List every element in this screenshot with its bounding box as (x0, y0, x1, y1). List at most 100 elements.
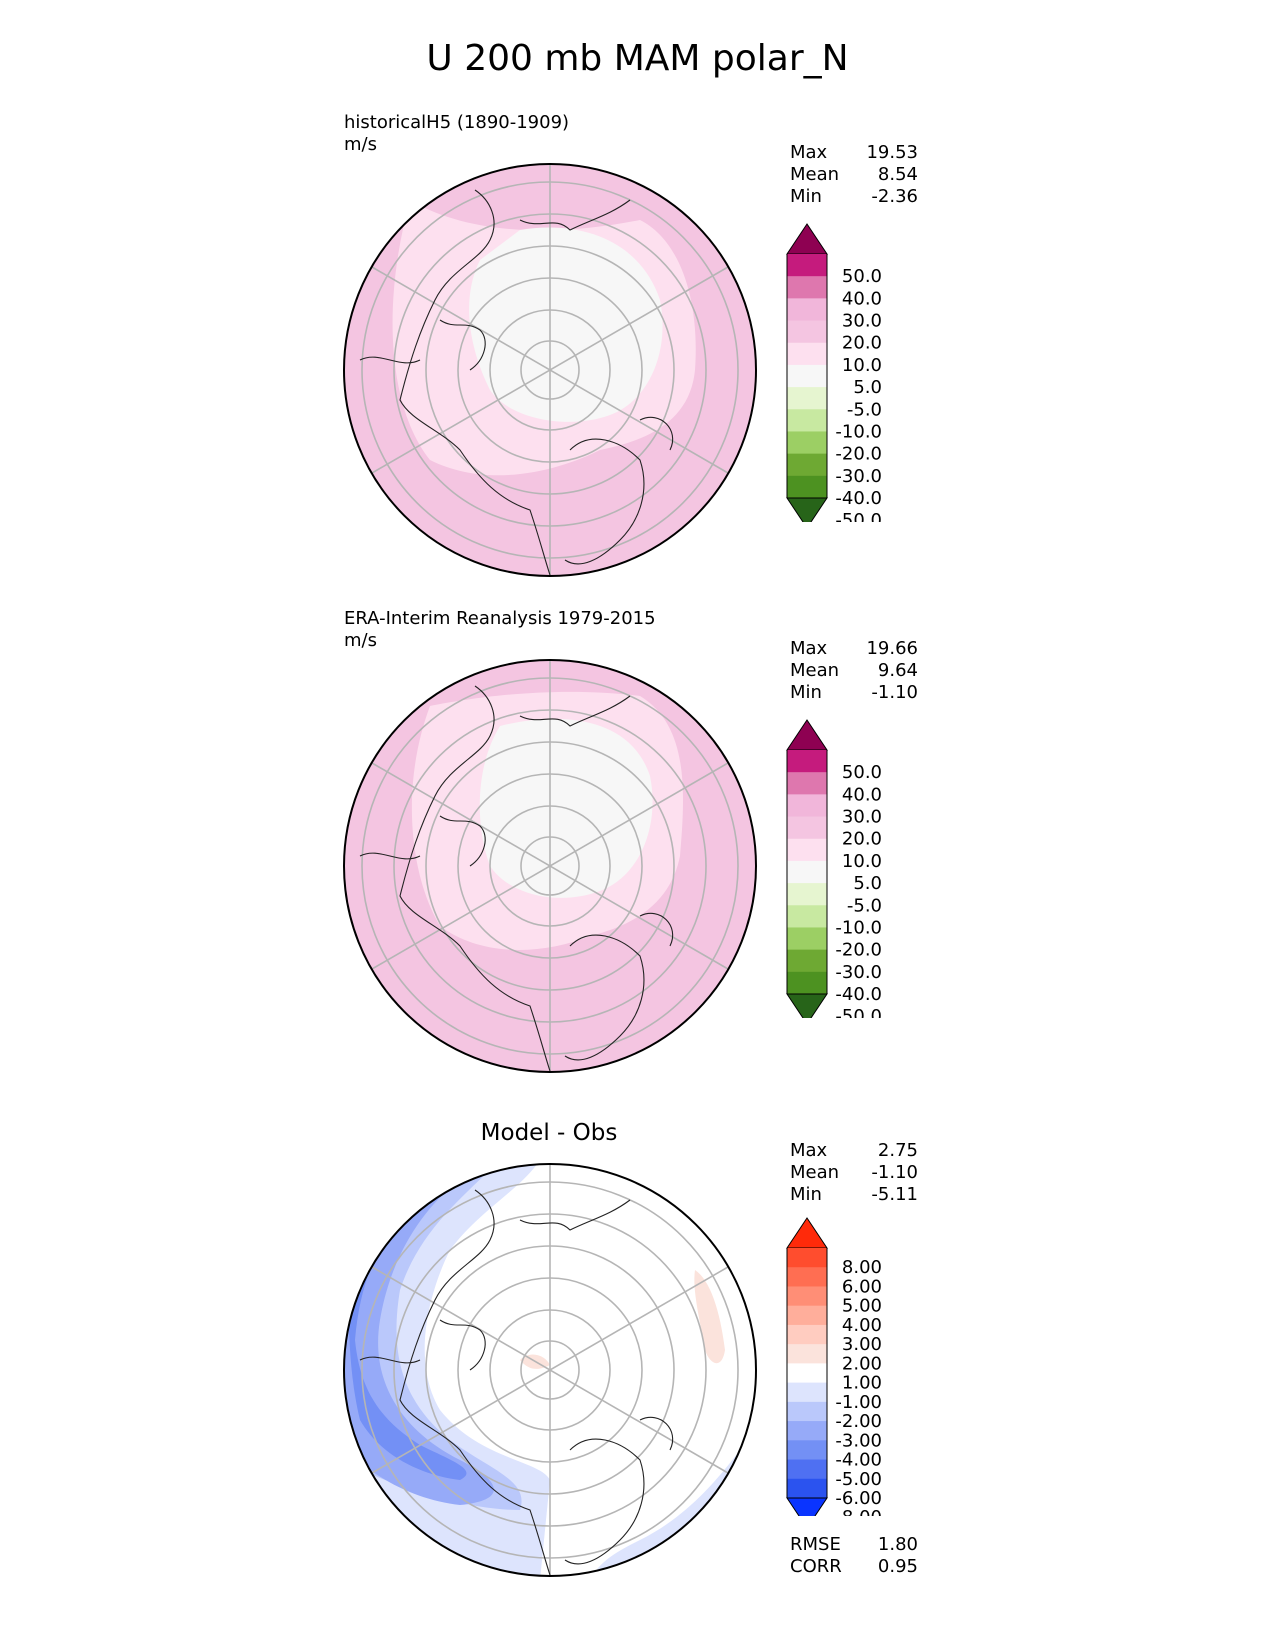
colorbar-swatch (787, 905, 827, 928)
colorbar-tick-label: 5.0 (853, 377, 882, 398)
colorbar-swatch (787, 794, 827, 818)
graticule (361, 660, 739, 1072)
colorbar-swatch (787, 387, 827, 410)
colorbar-swatch (787, 816, 827, 840)
colorbar-tick-label: 2.00 (842, 1353, 882, 1374)
colorbar-swatch (787, 860, 827, 884)
model-panel-title: historicalH5 (1890-1909) (344, 112, 570, 133)
rmse-label: RMSE (790, 1534, 841, 1555)
diff-polar-map (343, 1163, 757, 1577)
colorbar-tick-label: 20.0 (842, 829, 882, 850)
colorbar-tick-label: 1.00 (842, 1373, 882, 1394)
colorbar-swatch (787, 409, 827, 432)
colorbar-swatch (787, 320, 827, 344)
colorbar-tick-label: -30.0 (835, 962, 882, 983)
colorbar-swatch (787, 342, 827, 366)
colorbar-tick-label: -40.0 (835, 984, 882, 1005)
colorbar-swatch (787, 1324, 827, 1345)
obs-panel-title: ERA-Interim Reanalysis 1979-2015 (344, 608, 656, 629)
colorbar-tick-label: 6.00 (842, 1276, 882, 1297)
stat-max-value: 2.75 (877, 1140, 918, 1161)
corr-label: CORR (790, 1556, 842, 1577)
model-polar-map (343, 163, 757, 577)
stat-min-value: -1.10 (871, 682, 918, 703)
colorbar-swatch (787, 1421, 827, 1441)
colorbar-tick-label: -20.0 (835, 444, 882, 465)
colorbar-outline (786, 254, 828, 498)
stat-max-label: Max (790, 1140, 828, 1161)
colorbar-swatch (787, 1478, 827, 1499)
colorbar-swatch (787, 1267, 827, 1287)
colorbar-tick-label: 40.0 (842, 784, 882, 805)
stat-min-value: -2.36 (871, 186, 918, 207)
colorbar-swatch (787, 1382, 827, 1403)
colorbar-tick-label: 30.0 (842, 807, 882, 828)
colorbar-swatch (787, 1344, 827, 1364)
stat-max-label: Max (790, 638, 828, 659)
stat-min-label: Min (790, 1184, 822, 1205)
colorbar-extend-min (786, 497, 828, 522)
obs-stats: Max 19.66 Mean 9.64 Min -1.10 (790, 638, 918, 704)
colorbar-extend-min (786, 993, 828, 1018)
colorbar-extend-max (786, 719, 828, 751)
colorbar-swatch (787, 883, 827, 906)
figure-title: U 200 mb MAM polar_N (426, 38, 849, 79)
model-panel: historicalH5 (1890-1909) m/s Max 19.53 Me… (0, 112, 1275, 612)
colorbar-swatch (787, 276, 827, 299)
colorbar-tick-label: -5.0 (847, 895, 882, 916)
stat-mean-value: -1.10 (871, 1162, 918, 1183)
stat-mean-label: Mean (790, 1162, 840, 1183)
colorbar-extend-min (786, 1497, 828, 1516)
colorbar-swatch (787, 927, 827, 951)
stat-mean-label: Mean (790, 660, 840, 681)
obs-panel-units: m/s (344, 630, 377, 651)
colorbar-tick-label: -5.00 (835, 1469, 882, 1490)
stat-mean-value: 8.54 (877, 164, 918, 185)
colorbar-swatch (787, 838, 827, 862)
colorbar-tick-label: -1.00 (835, 1392, 882, 1413)
colorbar-tick-label: -20.0 (835, 940, 882, 961)
graticule (361, 1164, 739, 1576)
diff-stats: Max 2.75 Mean -1.10 Min -5.11 (790, 1140, 918, 1206)
colorbar-swatch (787, 750, 827, 773)
colorbar-tick-label: -5.0 (847, 399, 882, 420)
colorbar-tick-label: -10.0 (835, 917, 882, 938)
colorbar-tick-label: -3.00 (835, 1430, 882, 1451)
colorbar-tick-label: -30.0 (835, 466, 882, 487)
colorbar-swatch (787, 254, 827, 277)
obs-colorbar: 50.040.030.020.010.05.0-5.0-10.0-20.0-30… (786, 719, 882, 1018)
coastlines (359, 1189, 674, 1576)
colorbar-tick-label: 8.00 (842, 1257, 882, 1278)
colorbar-tick-label: 3.00 (842, 1334, 882, 1355)
colorbar-swatch (787, 475, 827, 499)
map-boundary (343, 163, 757, 577)
colorbar-tick-label: 40.0 (842, 288, 882, 309)
colorbar-tick-label: 5.0 (853, 873, 882, 894)
colorbar-tick-label: 10.0 (842, 355, 882, 376)
colorbar-tick-label: -50.0 (835, 1006, 882, 1018)
stat-mean-label: Mean (790, 164, 840, 185)
map-boundary (343, 1163, 757, 1577)
stat-min-label: Min (790, 682, 822, 703)
stat-min-label: Min (790, 186, 822, 207)
colorbar-tick-label: 50.0 (842, 762, 882, 783)
colorbar-swatch (787, 1305, 827, 1326)
coastlines (359, 685, 674, 1072)
diff-panel: Model - Obs Max 2.75 Mean (0, 1120, 1275, 1620)
stat-min-value: -5.11 (871, 1184, 918, 1205)
colorbar-tick-label: 10.0 (842, 851, 882, 872)
colorbar-swatch (787, 1363, 827, 1384)
colorbar-outline (786, 1248, 828, 1498)
colorbar-swatch (787, 298, 827, 322)
colorbar-tick-label: -6.00 (835, 1488, 882, 1509)
colorbar-swatch (787, 453, 827, 477)
colorbar-swatch (787, 1440, 827, 1461)
colorbar-swatch (787, 1286, 827, 1307)
colorbar-tick-label: 5.00 (842, 1296, 882, 1317)
colorbar-outline (786, 750, 828, 994)
contour-band-1-2 (694, 1270, 725, 1364)
diff-colorbar: 8.006.005.004.003.002.001.00-1.00-2.00-3… (786, 1217, 882, 1516)
obs-polar-map (343, 659, 757, 1073)
colorbar-swatch (787, 1401, 827, 1422)
colorbar-tick-label: 20.0 (842, 333, 882, 354)
